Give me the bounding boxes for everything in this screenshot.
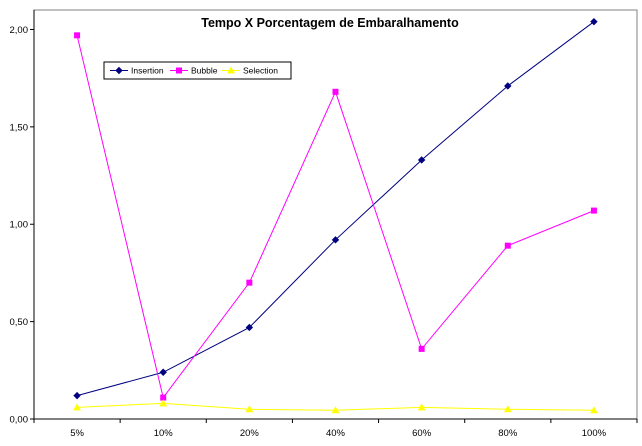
- x-tick-label: 100%: [582, 428, 607, 439]
- chart-axes: 0,00 0,50 1,00 1,50 2,00 5% 10% 20% 40% 60% 80% 100…: [10, 9, 638, 439]
- y-tick-label: 1,50: [10, 122, 29, 133]
- data-point-insertion: [590, 17, 598, 26]
- legend-item-bubble: Bubble: [170, 66, 218, 76]
- data-point-insertion: [159, 368, 167, 376]
- x-tick-label: 80%: [498, 428, 518, 439]
- chart-legend: Insertion Bubble Selection: [103, 61, 292, 80]
- data-point-selection: [73, 403, 81, 411]
- legend-marker-selection: [227, 66, 235, 74]
- data-point-bubble: [74, 32, 81, 39]
- data-point-selection: [590, 406, 598, 414]
- x-tick-label: 60%: [412, 428, 432, 439]
- legend-marker-bubble: [176, 67, 182, 74]
- legend-label: Selection: [243, 66, 278, 76]
- legend-item-insertion: Insertion: [110, 66, 164, 76]
- x-tick-label: 20%: [240, 428, 260, 439]
- legend-label: Insertion: [131, 66, 164, 76]
- data-point-selection: [503, 405, 512, 413]
- series-selection: [73, 399, 598, 414]
- y-tick-label: 1,00: [10, 220, 29, 231]
- series-insertion: [73, 17, 598, 400]
- data-point-bubble: [160, 394, 167, 401]
- legend-box: [103, 61, 292, 80]
- data-point-bubble: [504, 242, 511, 249]
- data-point-bubble: [332, 88, 339, 95]
- x-tick-label: 5%: [70, 428, 84, 439]
- data-point-insertion: [417, 156, 426, 164]
- y-tick-label: 0,00: [10, 415, 29, 426]
- data-point-bubble: [590, 207, 597, 214]
- chart-title: Tempo X Porcentagem de Embaralhamento: [201, 16, 459, 30]
- y-tick-label: 2,00: [10, 25, 29, 36]
- data-point-selection: [159, 399, 168, 407]
- series-layer: [73, 17, 598, 414]
- data-point-bubble: [246, 279, 253, 286]
- x-tick-label: 10%: [154, 428, 174, 439]
- data-point-selection: [331, 406, 340, 414]
- data-point-insertion: [245, 323, 254, 332]
- data-point-insertion: [73, 391, 81, 400]
- legend-marker-insertion: [115, 66, 123, 75]
- data-point-selection: [245, 405, 254, 413]
- series-bubble: [74, 32, 597, 401]
- data-point-selection: [417, 403, 426, 411]
- legend-label: Bubble: [191, 66, 218, 76]
- data-point-insertion: [504, 82, 512, 90]
- data-point-insertion: [331, 236, 340, 244]
- x-tick-label: 40%: [326, 428, 346, 439]
- data-point-bubble: [418, 345, 425, 352]
- y-tick-label: 0,50: [10, 317, 29, 328]
- legend-item-selection: Selection: [222, 66, 278, 76]
